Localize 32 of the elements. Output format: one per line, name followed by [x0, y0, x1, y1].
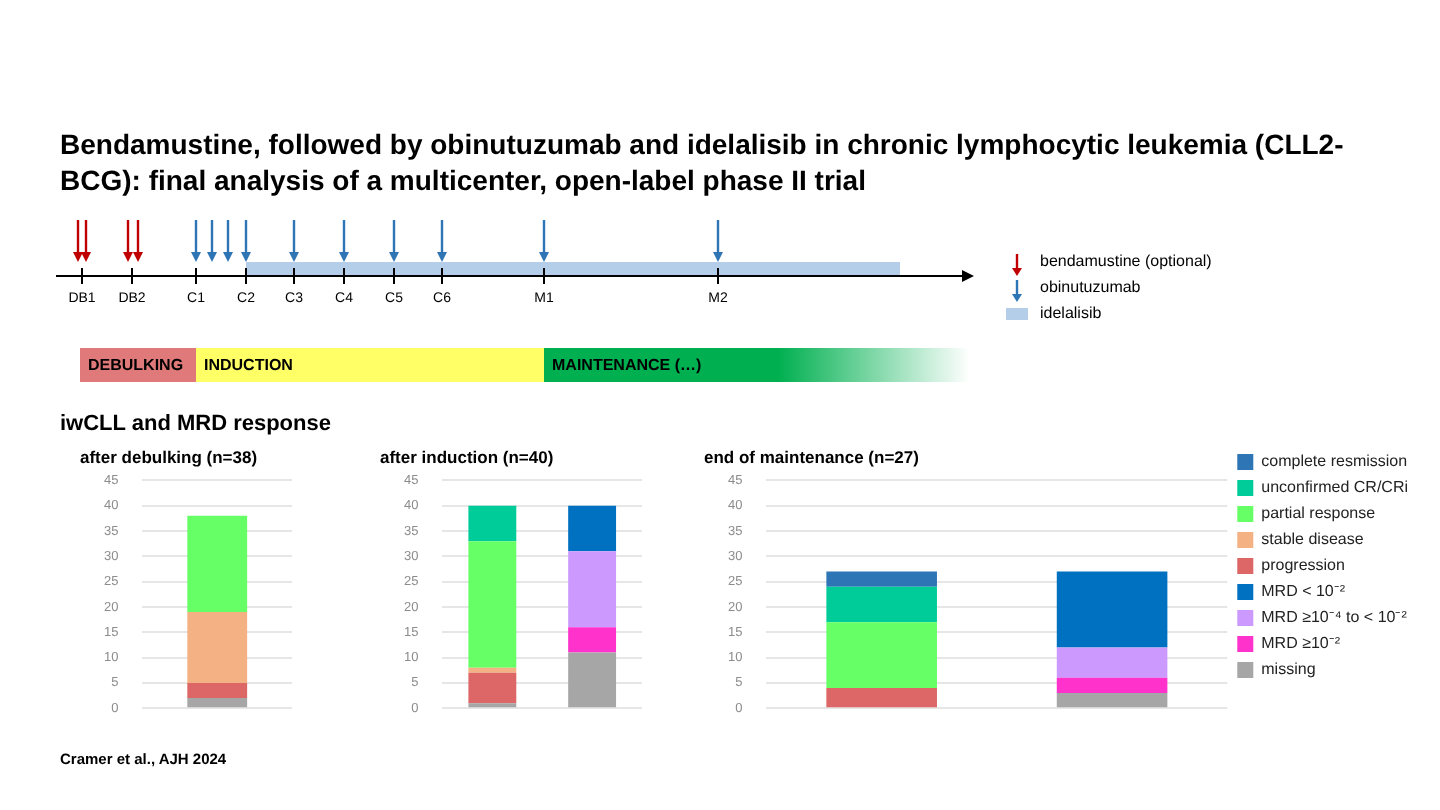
bar — [468, 541, 517, 668]
legend-label: partial response — [1261, 504, 1377, 523]
text: bendamustine (optional) — [1040, 252, 1212, 270]
bar — [468, 672, 517, 704]
bar — [568, 652, 617, 708]
bar — [187, 698, 248, 708]
text: DEBULKING — [88, 356, 184, 374]
bar — [187, 612, 248, 683]
legend-label: complete resmission — [1261, 452, 1408, 471]
legend-label: progression — [1261, 556, 1345, 575]
bar — [468, 667, 517, 673]
legend-label: unconfirmed CR/CRi — [1261, 478, 1409, 497]
legend-label: missing — [1261, 660, 1316, 679]
bar — [187, 515, 248, 613]
legend-label: stable disease — [1261, 530, 1365, 549]
bar — [568, 627, 617, 653]
bar — [468, 505, 517, 542]
bar — [568, 505, 617, 552]
bar — [187, 682, 248, 699]
legend-label: MRD < 10⁻² — [1261, 582, 1346, 601]
text: MAINTENANCE (…) — [552, 356, 702, 374]
legend-label: MRD ≥10⁻⁴ to < 10⁻² — [1261, 608, 1408, 627]
chart-subtitle: iwCLL and MRD response — [60, 412, 331, 436]
bar — [568, 551, 617, 628]
legend-label: MRD ≥10⁻² — [1261, 634, 1341, 653]
text: Bendamustine, followed by obinutuzumab and idelalisib in chronic lymphocytic leukemia (CLL2-BCG): final analysis of a multicenter, open-label phase II trial — [60, 126, 1346, 198]
text: INDUCTION — [204, 356, 293, 374]
chart-title: after debulking (n=38) — [80, 446, 258, 467]
text: idelalisib — [1040, 304, 1102, 322]
text: obinutuzumab — [1040, 278, 1141, 296]
chart-title: end of maintenance (n=27) — [704, 446, 920, 467]
chart-title: after induction (n=40) — [380, 446, 554, 467]
